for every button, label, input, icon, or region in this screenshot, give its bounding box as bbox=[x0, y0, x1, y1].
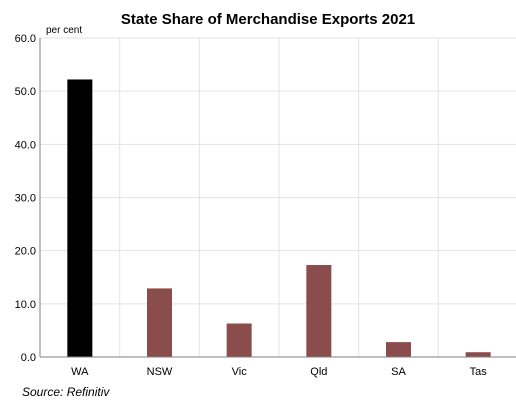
x-axis-ticks: WA NSW Vic Qld SA Tas bbox=[71, 366, 487, 378]
bars bbox=[67, 79, 491, 357]
y-tick-label: 20.0 bbox=[15, 246, 36, 258]
y-tick-label: 60.0 bbox=[15, 33, 36, 45]
bar-sa bbox=[386, 342, 411, 357]
chart-title: State Share of Merchandise Exports 2021 bbox=[121, 11, 415, 28]
y-tick-label: 0.0 bbox=[21, 352, 36, 364]
x-tick-label: SA bbox=[391, 366, 406, 378]
bar-qld bbox=[306, 265, 332, 357]
y-tick-label: 50.0 bbox=[15, 86, 36, 98]
x-tick-label: WA bbox=[71, 366, 89, 378]
y-axis-unit-label: per cent bbox=[46, 25, 82, 36]
x-tick-label: Tas bbox=[470, 366, 488, 378]
bar-vic bbox=[226, 323, 252, 357]
y-tick-label: 30.0 bbox=[15, 193, 36, 205]
gridlines bbox=[40, 37, 516, 357]
bar-tas bbox=[465, 352, 491, 357]
source-note: Source: Refinitiv bbox=[22, 385, 110, 399]
bar-wa bbox=[67, 79, 93, 357]
x-tick-label: Vic bbox=[232, 366, 248, 378]
y-tick-label: 10.0 bbox=[15, 299, 36, 311]
y-tick-label: 40.0 bbox=[15, 139, 36, 151]
y-axis-ticks: 0.0 10.0 20.0 30.0 40.0 50.0 60.0 bbox=[15, 33, 36, 364]
x-tick-label: Qld bbox=[310, 366, 327, 378]
bar-nsw bbox=[147, 288, 172, 357]
x-tick-label: NSW bbox=[147, 366, 173, 378]
